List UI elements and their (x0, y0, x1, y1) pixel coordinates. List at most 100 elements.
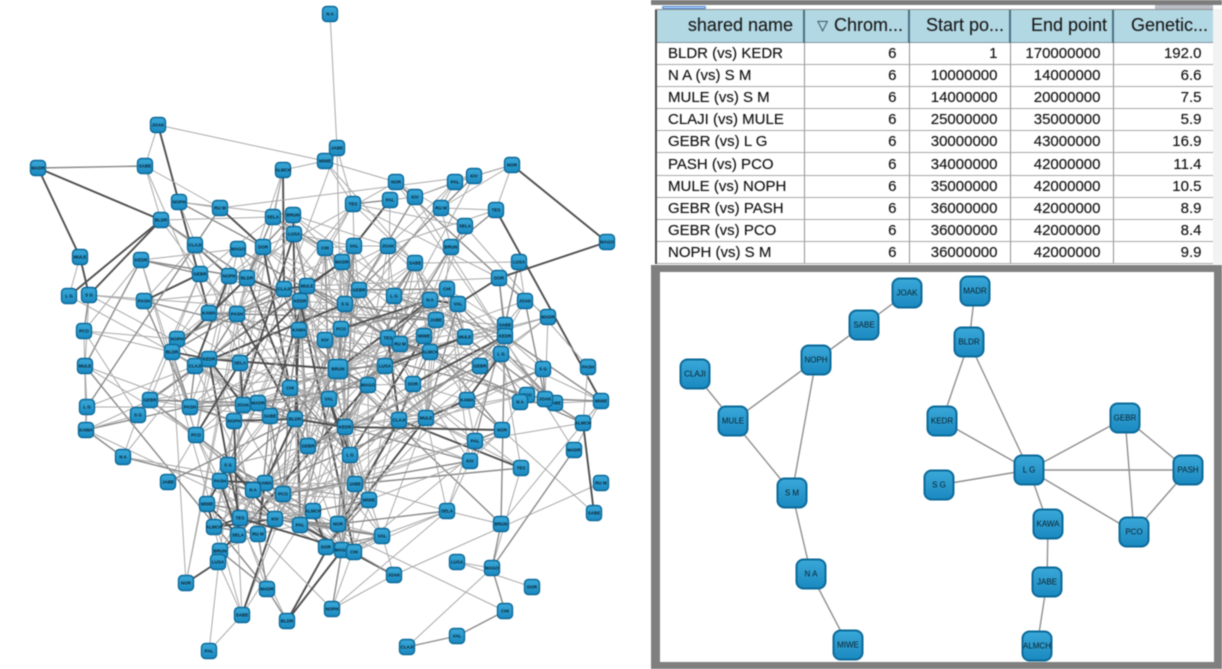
network-edge[interactable] (217, 561, 243, 616)
table-row[interactable]: MULE (vs) S M 6 14000000 20000000 7.5 (655, 86, 1215, 110)
network-node[interactable] (427, 311, 445, 329)
network-node[interactable] (336, 418, 354, 436)
network-node[interactable] (959, 275, 991, 307)
table-cell[interactable]: 36000000 (909, 197, 1011, 221)
network-node[interactable] (926, 405, 958, 437)
network-edge[interactable] (474, 422, 584, 442)
network-node[interactable] (398, 638, 416, 656)
network-node[interactable] (442, 238, 460, 256)
network-edge[interactable] (331, 510, 448, 610)
network-node[interactable] (346, 475, 364, 493)
network-edge[interactable] (341, 261, 425, 337)
network-node[interactable] (163, 343, 181, 361)
network-edge[interactable] (37, 165, 146, 169)
network-edge[interactable] (406, 567, 493, 648)
network-node[interactable] (229, 240, 247, 258)
network-edge[interactable] (324, 160, 416, 264)
table-cell[interactable]: 192.0 (1113, 42, 1215, 65)
column-header-chrom---[interactable]: ▽ Chrom... (804, 10, 910, 43)
network-node[interactable] (456, 217, 474, 235)
network-edge[interactable] (337, 510, 448, 525)
network-edge[interactable] (85, 399, 151, 431)
table-cell[interactable]: 36000000 (909, 219, 1011, 243)
network-edge[interactable] (306, 277, 500, 287)
network-node[interactable] (317, 538, 335, 556)
network-node[interactable] (328, 139, 346, 157)
network-edge[interactable] (440, 164, 513, 209)
network-edge[interactable] (582, 366, 589, 424)
network-edge[interactable] (446, 288, 471, 462)
table-cell[interactable]: 14000000 (909, 86, 1011, 110)
network-edge[interactable] (340, 299, 431, 330)
network-edge[interactable] (144, 165, 162, 221)
network-edge[interactable] (236, 313, 339, 370)
table-cell[interactable]: 25000000 (909, 108, 1011, 132)
network-edge[interactable] (189, 362, 241, 408)
network-node[interactable] (170, 193, 188, 211)
network-edge[interactable] (337, 426, 346, 525)
network-edge[interactable] (237, 362, 241, 536)
scrollbar-thumb[interactable] (662, 5, 706, 9)
table-cell[interactable]: MULE (vs) NOPH (655, 175, 805, 198)
table-cell[interactable]: 170000000 (1010, 42, 1114, 65)
network-node[interactable] (345, 237, 363, 255)
network-edge[interactable] (381, 417, 427, 537)
table-cell[interactable]: 6.6 (1113, 64, 1215, 87)
network-edge[interactable] (344, 365, 386, 428)
network-node[interactable] (75, 322, 93, 340)
network-edge[interactable] (269, 415, 284, 495)
network-edge[interactable] (450, 209, 497, 248)
table-cell[interactable]: 42000000 (1010, 152, 1114, 176)
network-edge[interactable] (83, 330, 178, 340)
network-node[interactable] (345, 543, 363, 561)
network-node[interactable] (795, 558, 827, 590)
network-edge[interactable] (387, 209, 497, 247)
network-node[interactable] (438, 280, 456, 298)
network-edge[interactable] (337, 262, 416, 370)
network-edge[interactable] (252, 489, 339, 525)
network-edge[interactable] (337, 454, 351, 525)
network-edge[interactable] (233, 420, 259, 535)
network-node[interactable] (1118, 516, 1150, 548)
network-edge[interactable] (227, 387, 291, 466)
network-node[interactable] (512, 459, 530, 477)
network-edge[interactable] (194, 365, 369, 386)
network-node[interactable] (417, 409, 435, 427)
network-edge[interactable] (219, 480, 288, 622)
network-edge[interactable] (84, 365, 87, 431)
network-node[interactable] (211, 472, 229, 490)
network-node[interactable] (225, 412, 243, 430)
network-edge[interactable] (425, 351, 431, 419)
network-node[interactable] (565, 441, 583, 459)
network-node[interactable] (159, 473, 177, 491)
network-node[interactable] (585, 504, 603, 522)
network-node[interactable] (200, 304, 218, 322)
network-node[interactable] (329, 515, 347, 533)
network-edge[interactable] (83, 330, 173, 353)
network-edge[interactable] (387, 337, 400, 421)
table-row[interactable]: GEBR (vs) PCO 6 36000000 42000000 8.4 (655, 219, 1215, 243)
network-edge[interactable] (189, 404, 244, 408)
network-edge[interactable] (160, 216, 274, 221)
table-cell[interactable]: 6 (804, 64, 910, 87)
network-node[interactable] (574, 414, 592, 432)
network-edge[interactable] (195, 434, 343, 551)
network-edge[interactable] (195, 358, 210, 436)
network-node[interactable] (209, 553, 227, 571)
table-cell[interactable]: 9.9 (1113, 241, 1215, 265)
network-edge[interactable] (84, 259, 142, 367)
network-node[interactable] (198, 495, 216, 513)
network-edge[interactable] (195, 362, 241, 436)
network-edge[interactable] (286, 549, 343, 622)
network-edge[interactable] (167, 418, 296, 483)
network-edge[interactable] (236, 285, 308, 315)
network-edge[interactable] (257, 300, 301, 404)
network-node[interactable] (278, 612, 296, 630)
network-edge[interactable] (349, 335, 506, 456)
table-cell[interactable]: 6 (804, 86, 910, 110)
network-edge[interactable] (423, 300, 526, 337)
table-cell[interactable]: 6 (804, 241, 910, 265)
network-node[interactable] (316, 331, 334, 349)
network-node[interactable] (359, 376, 377, 394)
network-node[interactable] (321, 5, 339, 23)
